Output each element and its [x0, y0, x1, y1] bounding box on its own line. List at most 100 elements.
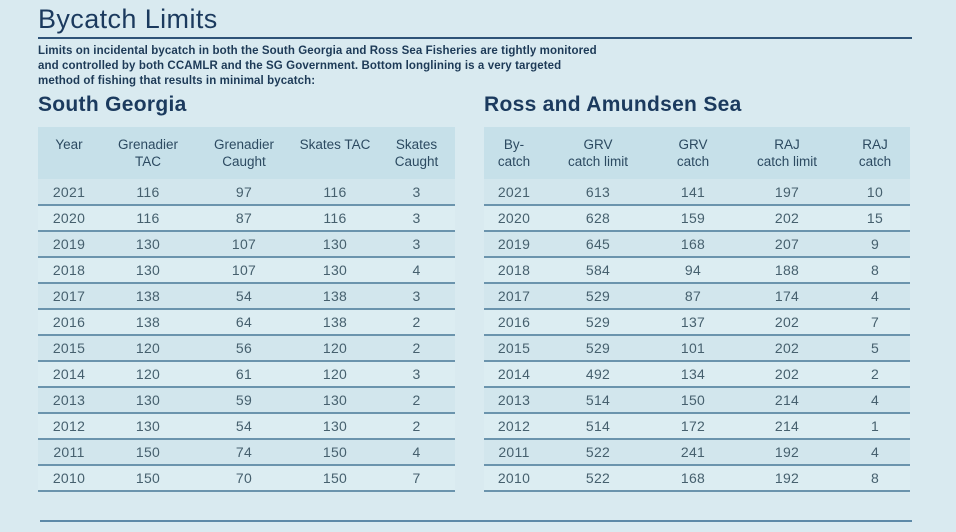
- column-header: RAJ catch: [840, 127, 910, 179]
- table-cell: 15: [840, 205, 910, 232]
- table-cell: 138: [292, 283, 378, 310]
- table-cell: 130: [100, 231, 196, 258]
- column-header: Skates Caught: [378, 127, 455, 179]
- table-cell: 7: [840, 309, 910, 336]
- table-cell: 130: [100, 387, 196, 414]
- table-row: 2014 492 134 202 2: [484, 361, 910, 388]
- column-header: By-catch: [484, 127, 544, 179]
- table-cell: 207: [734, 231, 840, 258]
- table-cell: 2020: [38, 205, 100, 232]
- intro-line-2: and controlled by both CCAMLR and the SG…: [38, 60, 562, 72]
- table-cell: 2012: [38, 413, 100, 440]
- ross-amundsen-heading: Ross and Amundsen Sea: [484, 93, 742, 116]
- table-row: 2017 529 87 174 4: [484, 283, 910, 310]
- table-cell: 116: [100, 205, 196, 232]
- table-cell: 4: [840, 439, 910, 466]
- table-cell: 159: [652, 205, 734, 232]
- column-header: Year: [38, 127, 100, 179]
- table-cell: 613: [544, 179, 652, 206]
- ross-amundsen-table-head: By-catch GRV catch limit GRV catch RAJ catch l…: [484, 127, 910, 179]
- table-cell: 172: [652, 413, 734, 440]
- table-cell: 2016: [38, 309, 100, 336]
- table-cell: 10: [840, 179, 910, 206]
- table-cell: 2: [378, 387, 455, 414]
- table-cell: 3: [378, 231, 455, 258]
- table-row: 2012 514 172 214 1: [484, 413, 910, 440]
- table-row: 2011 522 241 192 4: [484, 439, 910, 466]
- table-cell: 150: [100, 439, 196, 466]
- table-cell: 54: [196, 413, 292, 440]
- table-cell: 2010: [484, 465, 544, 492]
- table-cell: 2011: [484, 439, 544, 466]
- table-cell: 202: [734, 309, 840, 336]
- table-row: 2016 138 64 138 2: [38, 309, 455, 336]
- table-cell: 150: [100, 465, 196, 492]
- table-cell: 137: [652, 309, 734, 336]
- table-cell: 59: [196, 387, 292, 414]
- table-cell: 2: [378, 335, 455, 362]
- table-cell: 87: [196, 205, 292, 232]
- table-cell: 54: [196, 283, 292, 310]
- table-cell: 8: [840, 465, 910, 492]
- table-cell: 2013: [38, 387, 100, 414]
- table-cell: 2014: [38, 361, 100, 388]
- table-cell: 4: [378, 439, 455, 466]
- table-row: 2010 150 70 150 7: [38, 465, 455, 492]
- table-cell: 2015: [484, 335, 544, 362]
- south-georgia-table-head: Year Grenadier TAC Grenadier Caught Skates TA…: [38, 127, 455, 179]
- table-row: 2015 529 101 202 5: [484, 335, 910, 362]
- table-cell: 214: [734, 413, 840, 440]
- table-row: 2019 130 107 130 3: [38, 231, 455, 258]
- table-row: 2018 130 107 130 4: [38, 257, 455, 284]
- table-cell: 97: [196, 179, 292, 206]
- table-cell: 529: [544, 309, 652, 336]
- table-cell: 3: [378, 179, 455, 206]
- table-cell: 130: [292, 387, 378, 414]
- table-cell: 214: [734, 387, 840, 414]
- table-row: 2020 628 159 202 15: [484, 205, 910, 232]
- table-row: 2012 130 54 130 2: [38, 413, 455, 440]
- table-cell: 8: [840, 257, 910, 284]
- table-cell: 61: [196, 361, 292, 388]
- table-cell: 2016: [484, 309, 544, 336]
- table-cell: 101: [652, 335, 734, 362]
- ross-amundsen-table-body: 2021 613 141 197 10 2020 628 159 202 15 2019 645 168…: [484, 179, 910, 492]
- south-georgia-section: South Georgia Year Grenadier TAC Grenadier C…: [38, 92, 455, 492]
- table-cell: 130: [292, 231, 378, 258]
- table-cell: 192: [734, 465, 840, 492]
- south-georgia-heading: South Georgia: [38, 93, 187, 116]
- table-cell: 522: [544, 465, 652, 492]
- table-row: 2018 584 94 188 8: [484, 257, 910, 284]
- intro-line-3: method of fishing that results in minima…: [38, 75, 316, 87]
- page-title: Bycatch Limits: [38, 4, 218, 34]
- table-cell: 130: [100, 257, 196, 284]
- column-header: Grenadier TAC: [100, 127, 196, 179]
- table-cell: 2014: [484, 361, 544, 388]
- table-cell: 2010: [38, 465, 100, 492]
- table-cell: 645: [544, 231, 652, 258]
- table-cell: 70: [196, 465, 292, 492]
- table-cell: 9: [840, 231, 910, 258]
- table-cell: 56: [196, 335, 292, 362]
- table-cell: 7: [378, 465, 455, 492]
- table-row: 2020 116 87 116 3: [38, 205, 455, 232]
- table-cell: 2021: [38, 179, 100, 206]
- table-cell: 138: [100, 309, 196, 336]
- column-header: Grenadier Caught: [196, 127, 292, 179]
- south-georgia-table: Year Grenadier TAC Grenadier Caught Skates TA…: [38, 127, 455, 492]
- table-cell: 192: [734, 439, 840, 466]
- table-cell: 120: [100, 361, 196, 388]
- table-row: 2014 120 61 120 3: [38, 361, 455, 388]
- tables-row: South Georgia Year Grenadier TAC Grenadier C…: [38, 92, 912, 492]
- column-header: RAJ catch limit: [734, 127, 840, 179]
- table-cell: 174: [734, 283, 840, 310]
- table-row: 2016 529 137 202 7: [484, 309, 910, 336]
- table-cell: 130: [292, 257, 378, 284]
- table-cell: 514: [544, 387, 652, 414]
- table-cell: 5: [840, 335, 910, 362]
- column-header: Skates TAC: [292, 127, 378, 179]
- table-row: 2015 120 56 120 2: [38, 335, 455, 362]
- table-cell: 64: [196, 309, 292, 336]
- table-row: 2013 130 59 130 2: [38, 387, 455, 414]
